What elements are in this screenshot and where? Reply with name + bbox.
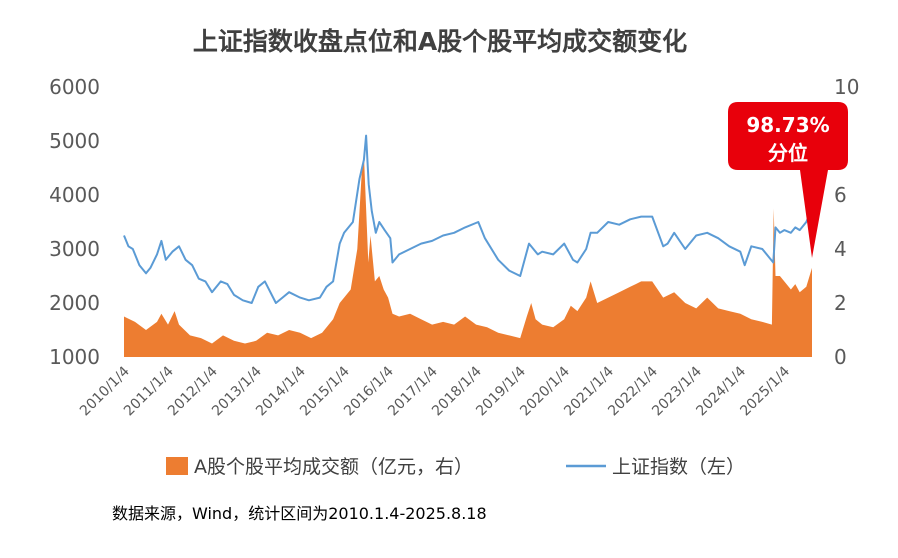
left-tick-label: 1000 — [49, 345, 100, 369]
callout-label: 分位 — [768, 141, 808, 165]
series-line-index — [123, 134, 813, 304]
plot-area — [123, 134, 813, 357]
right-tick-label: 2 — [834, 291, 847, 315]
source-note: 数据来源，Wind，统计区间为2010.1.4-2025.8.18 — [112, 504, 487, 523]
right-tick-label: 0 — [834, 345, 847, 369]
callout-percent: 98.73% — [746, 113, 829, 137]
legend-label-index: 上证指数（左） — [612, 456, 745, 478]
chart-title: 上证指数收盘点位和A股个股平均成交额变化 — [193, 27, 687, 56]
left-tick-label: 4000 — [49, 183, 100, 207]
legend: A股个股平均成交额（亿元，右） 上证指数（左） — [166, 456, 745, 478]
right-tick-label: 4 — [834, 237, 847, 261]
right-axis: 0246810 — [834, 75, 859, 369]
legend-label-amount: A股个股平均成交额（亿元，右） — [194, 456, 473, 478]
left-tick-label: 3000 — [49, 237, 100, 261]
left-tick-label: 6000 — [49, 75, 100, 99]
left-tick-label: 5000 — [49, 129, 100, 153]
right-tick-label: 6 — [834, 183, 847, 207]
left-tick-label: 2000 — [49, 291, 100, 315]
right-tick-label: 10 — [834, 75, 859, 99]
series-area-amount — [124, 154, 812, 357]
left-axis: 1000 2000 3000 4000 5000 6000 — [49, 75, 100, 369]
x-axis: 2010/1/42011/1/42012/1/42013/1/42014/1/4… — [77, 363, 793, 419]
percentile-callout: 98.73% 分位 — [728, 102, 848, 258]
legend-swatch-amount — [166, 457, 188, 475]
callout-bubble — [728, 102, 848, 258]
